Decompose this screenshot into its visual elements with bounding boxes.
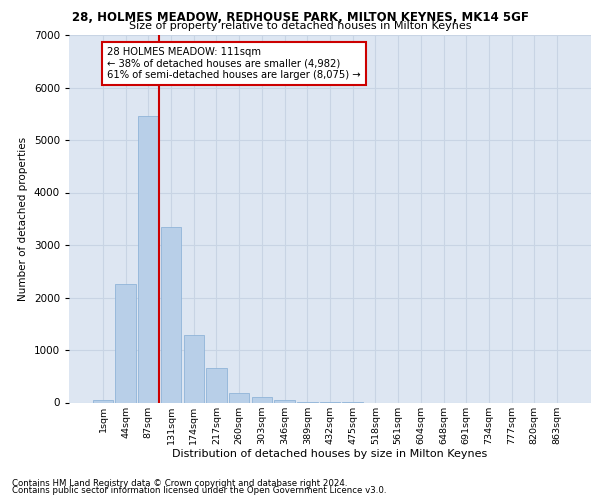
X-axis label: Distribution of detached houses by size in Milton Keynes: Distribution of detached houses by size … xyxy=(172,450,488,460)
Bar xyxy=(251,397,272,402)
Text: Size of property relative to detached houses in Milton Keynes: Size of property relative to detached ho… xyxy=(129,21,471,31)
Text: Contains HM Land Registry data © Crown copyright and database right 2024.: Contains HM Land Registry data © Crown c… xyxy=(12,478,347,488)
Text: 28 HOLMES MEADOW: 111sqm
← 38% of detached houses are smaller (4,982)
61% of sem: 28 HOLMES MEADOW: 111sqm ← 38% of detach… xyxy=(107,46,361,80)
Bar xyxy=(161,226,181,402)
Bar xyxy=(184,336,204,402)
Bar xyxy=(115,284,136,403)
Bar xyxy=(206,368,227,402)
Text: 28, HOLMES MEADOW, REDHOUSE PARK, MILTON KEYNES, MK14 5GF: 28, HOLMES MEADOW, REDHOUSE PARK, MILTON… xyxy=(71,11,529,24)
Text: Contains public sector information licensed under the Open Government Licence v3: Contains public sector information licen… xyxy=(12,486,386,495)
Bar xyxy=(274,400,295,402)
Bar xyxy=(229,394,250,402)
Y-axis label: Number of detached properties: Number of detached properties xyxy=(18,136,28,301)
Bar xyxy=(138,116,158,403)
Bar xyxy=(93,400,113,402)
